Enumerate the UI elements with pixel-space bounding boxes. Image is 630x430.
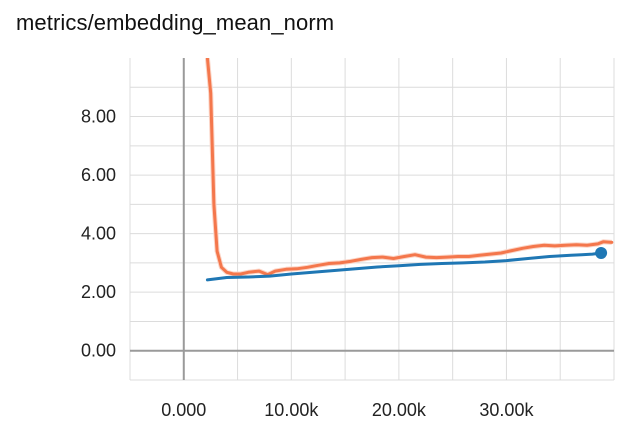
chart-title: metrics/embedding_mean_norm	[16, 10, 335, 35]
series	[204, 58, 614, 282]
y-tick-label: 0.00	[81, 341, 116, 361]
y-tick-label: 2.00	[81, 282, 116, 302]
x-tick-label: 0.000	[161, 400, 206, 420]
y-tick-label: 4.00	[81, 224, 116, 244]
axes	[130, 58, 614, 380]
y-tick-label: 8.00	[81, 107, 116, 127]
series-line	[205, 58, 614, 277]
x-tick-label: 30.00k	[479, 400, 534, 420]
series-endpoint-marker	[595, 246, 608, 259]
x-tick-label: 20.00k	[372, 400, 427, 420]
tick-labels: 0.00 2.00 4.00 6.00 8.00 0.000 10.00k 20.00k 30.…	[81, 107, 535, 420]
y-tick-label: 6.00	[81, 165, 116, 185]
x-tick-label: 10.00k	[264, 400, 319, 420]
series-line	[205, 251, 603, 282]
series-raw-line	[204, 58, 612, 278]
grid	[129, 58, 615, 381]
